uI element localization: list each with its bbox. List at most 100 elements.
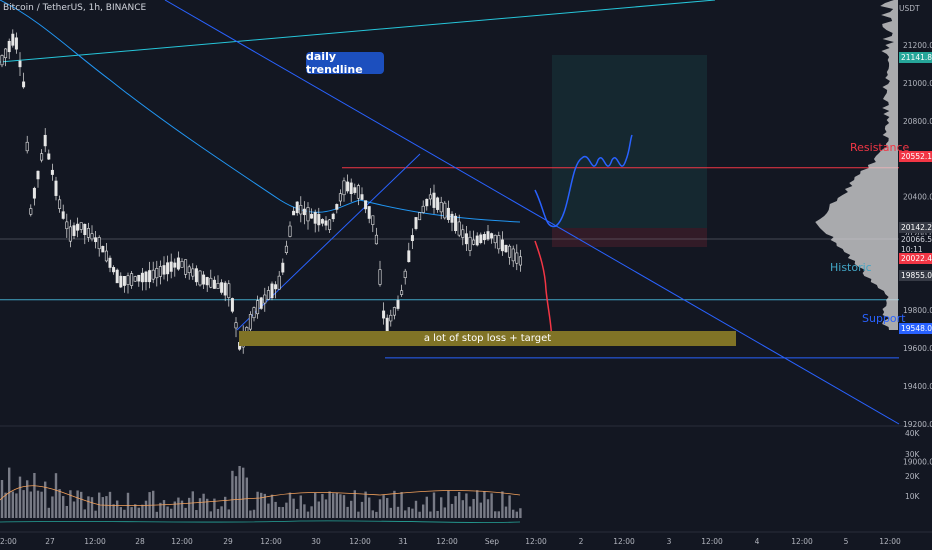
candle-body (212, 279, 216, 289)
volume-bar (447, 490, 450, 518)
candle-body (184, 259, 188, 275)
volume-bar (317, 501, 320, 518)
candle-body (475, 235, 479, 246)
daily-trendline-label[interactable]: daily trendline (306, 50, 384, 76)
candle-body (29, 208, 33, 215)
candle-body (54, 180, 58, 196)
time-axis-tick: Sep (485, 537, 499, 546)
candle-body (94, 237, 98, 243)
candle-body (335, 204, 339, 210)
volume-bar (414, 500, 418, 518)
volume-bar (184, 507, 187, 518)
candle-body (508, 245, 512, 258)
volume-bar (152, 490, 155, 518)
candle-body (299, 205, 303, 215)
volume-bar (274, 501, 277, 518)
volume-bar (422, 504, 425, 518)
volume-bar (382, 495, 385, 518)
candle-body (137, 274, 141, 282)
candle-body (148, 270, 152, 283)
stop-zone (552, 228, 707, 247)
candle-body (86, 228, 90, 238)
volume-bar (224, 496, 227, 518)
candle-body (486, 231, 490, 240)
candle-body (410, 235, 414, 242)
volume-axis-tick: 10K (905, 492, 921, 501)
volume-bar (180, 500, 184, 518)
price-tag-support: 19548.03 (899, 323, 932, 334)
candle-body (400, 290, 404, 295)
candle-body (68, 226, 72, 242)
volume-profile (815, 0, 898, 330)
volume-bar (47, 507, 50, 518)
volume-bar (238, 466, 241, 518)
volume-bar (130, 507, 133, 518)
volume-bar (170, 508, 173, 518)
candle-body (407, 250, 411, 263)
candle-body (234, 322, 238, 329)
candle-body (79, 222, 83, 230)
price-tag-low: 20022.41 (899, 253, 932, 264)
volume-bar (0, 480, 4, 518)
volume-bar (98, 492, 101, 518)
volume-bar (400, 492, 403, 518)
volume-bar (65, 505, 68, 518)
candle-body (277, 275, 281, 290)
candle-body (40, 153, 44, 161)
candle-body (7, 40, 11, 53)
volume-bar (350, 500, 353, 518)
candle-body (500, 239, 504, 252)
volume-bar (177, 497, 180, 518)
candle-body (443, 202, 447, 219)
volume-bar (94, 510, 97, 518)
candle-body (263, 294, 267, 304)
volume-bar (501, 491, 504, 518)
candle-body (194, 268, 198, 283)
volume-bar (299, 495, 302, 518)
candle-body (468, 236, 472, 251)
volume-bar (252, 509, 256, 518)
volume-bar (328, 491, 331, 518)
candle-body (367, 206, 371, 219)
candle-body (288, 225, 292, 237)
volume-bar (494, 511, 497, 518)
volume-bar (51, 496, 54, 518)
candle-body (389, 314, 393, 322)
volume-bar (249, 510, 252, 518)
candle-body (266, 290, 270, 300)
candle-body (256, 300, 260, 315)
candle-body (324, 220, 328, 226)
volume-bar (306, 511, 310, 518)
candle-body (328, 219, 332, 230)
candle-body (90, 233, 94, 240)
price-axis-tick: 19200.00 (903, 420, 932, 429)
candle-body (450, 213, 454, 223)
volume-bar (425, 496, 428, 518)
volume-bar (195, 510, 198, 518)
volume-bar (234, 476, 238, 518)
candle-body (425, 198, 429, 207)
candle-body (101, 246, 105, 253)
candle-body (187, 266, 191, 274)
candle-body (302, 208, 306, 216)
candle-body (428, 194, 432, 200)
volume-axis-tick: 30K (905, 450, 921, 459)
volume-bar (155, 511, 158, 518)
volume-bar (353, 490, 356, 518)
candle-body (281, 262, 285, 273)
candle-body (18, 60, 22, 68)
volume-axis-tick: 20K (905, 472, 921, 481)
time-axis-tick: 12:00 (0, 537, 17, 546)
time-axis-tick: 12:00 (525, 537, 547, 546)
candle-body (313, 212, 317, 224)
volume-bar (440, 497, 443, 518)
time-axis-tick: 29 (223, 537, 233, 546)
time-axis-tick: 12:00 (879, 537, 901, 546)
stop-loss-zone-label[interactable]: a lot of stop loss + target (239, 331, 736, 346)
volume-bar (112, 504, 115, 518)
candle-body (11, 33, 15, 46)
candle-body (112, 267, 116, 273)
candle-body (4, 48, 8, 59)
candle-body (493, 234, 497, 244)
